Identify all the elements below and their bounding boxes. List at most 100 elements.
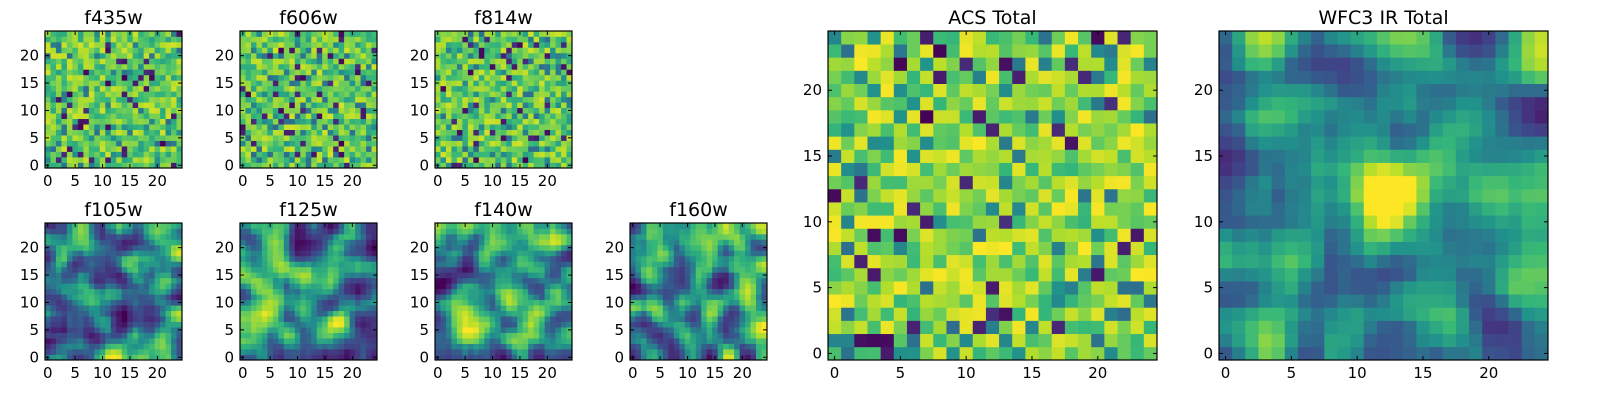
- heatmap-cell: [88, 294, 95, 301]
- heatmap-cell: [171, 228, 177, 235]
- heatmap-cell: [132, 261, 139, 268]
- heatmap-cell: [349, 310, 356, 317]
- heatmap-cell: [316, 233, 323, 240]
- heatmap-cell: [272, 250, 279, 257]
- heatmap-cell: [116, 321, 123, 328]
- heatmap-cell: [250, 283, 257, 290]
- heatmap-cell: [154, 91, 161, 98]
- heatmap-cell: [906, 202, 921, 216]
- heatmap-cell: [61, 52, 68, 59]
- heatmap-cell: [640, 228, 647, 235]
- heatmap-cell: [149, 233, 155, 240]
- heatmap-cell: [920, 346, 934, 361]
- heatmap-cell: [506, 261, 513, 268]
- heatmap-cell: [550, 80, 556, 87]
- heatmap-cell: [500, 74, 507, 81]
- heatmap-cell: [495, 332, 502, 339]
- heatmap-cell: [240, 250, 246, 257]
- heatmap-cell: [45, 228, 51, 235]
- heatmap-cell: [646, 277, 653, 284]
- heatmap-cell: [272, 277, 279, 284]
- heatmap-cell: [1117, 254, 1132, 269]
- heatmap-cell: [467, 113, 474, 120]
- heatmap-cell: [294, 332, 301, 339]
- heatmap-cell: [467, 47, 474, 54]
- heatmap-cell: [506, 146, 513, 152]
- heatmap-cell: [555, 349, 562, 355]
- heatmap-cell: [640, 354, 647, 361]
- heatmap-cell: [451, 36, 458, 43]
- heatmap-cell: [77, 135, 84, 141]
- heatmap-cell: [121, 255, 128, 262]
- heatmap-cell: [256, 157, 263, 163]
- heatmap-cell: [489, 228, 496, 235]
- heatmap-cell: [456, 146, 463, 152]
- heatmap-cell: [267, 332, 274, 339]
- heatmap-cell: [61, 305, 68, 312]
- heatmap-cell: [1038, 281, 1053, 295]
- heatmap-cell: [256, 58, 263, 65]
- heatmap-cell: [723, 288, 729, 295]
- heatmap-cell: [506, 239, 513, 246]
- heatmap-cell: [121, 277, 128, 284]
- heatmap-cell: [149, 63, 155, 70]
- heatmap-cell: [327, 233, 334, 240]
- heatmap-cell: [533, 299, 540, 306]
- heatmap-cell: [489, 85, 496, 92]
- heatmap-cell: [344, 283, 350, 290]
- heatmap-cell: [1091, 241, 1105, 256]
- heatmap-cell: [77, 255, 84, 262]
- heatmap-cell: [555, 74, 562, 81]
- heatmap-cell: [327, 162, 334, 169]
- heatmap-cell: [478, 146, 485, 152]
- heatmap-cell: [99, 74, 106, 81]
- heatmap-cell: [566, 332, 573, 339]
- heatmap-cell: [138, 63, 144, 70]
- heatmap-cell: [478, 107, 485, 114]
- heatmap-cell: [495, 305, 502, 312]
- heatmap-cell: [305, 36, 312, 43]
- heatmap-cell: [561, 102, 567, 109]
- heatmap-cell: [143, 36, 150, 43]
- heatmap-cell: [61, 146, 68, 152]
- heatmap-cell: [906, 175, 921, 190]
- heatmap-cell: [371, 74, 378, 81]
- heatmap-cell: [555, 91, 562, 98]
- heatmap-cell: [756, 354, 762, 361]
- heatmap-cell: [484, 283, 491, 290]
- heatmap-cell: [517, 129, 524, 136]
- heatmap-cell: [500, 140, 507, 147]
- heatmap-cell: [717, 261, 724, 268]
- heatmap-cell: [462, 157, 469, 163]
- heatmap-cell: [1025, 320, 1039, 335]
- heatmap-cell: [333, 244, 339, 251]
- heatmap-cell: [517, 338, 524, 344]
- heatmap-cell: [451, 102, 458, 109]
- heatmap-cell: [316, 85, 323, 92]
- heatmap-cell: [116, 151, 123, 158]
- heatmap-cell: [289, 283, 296, 290]
- heatmap-cell: [495, 272, 502, 279]
- heatmap-cell: [484, 233, 491, 240]
- heatmap-cell: [289, 118, 296, 125]
- heatmap-cell: [138, 288, 144, 295]
- heatmap-cell: [456, 250, 463, 257]
- y-tick-label: 20: [20, 47, 39, 65]
- heatmap-cell: [50, 338, 57, 344]
- heatmap-cell: [327, 239, 334, 246]
- heatmap-cell: [440, 305, 447, 312]
- heatmap-cell: [657, 272, 664, 279]
- heatmap-cell: [116, 107, 123, 114]
- heatmap-cell: [61, 283, 68, 290]
- heatmap-cell: [555, 96, 562, 103]
- heatmap-cell: [261, 294, 268, 301]
- heatmap-cell: [322, 96, 329, 103]
- heatmap-cell: [528, 316, 534, 322]
- heatmap-cell: [344, 146, 350, 152]
- heatmap-cell: [154, 80, 161, 87]
- heatmap-cell: [316, 321, 323, 328]
- heatmap-cell: [132, 310, 139, 317]
- heatmap-cell: [333, 266, 339, 273]
- heatmap-cell: [651, 255, 658, 262]
- heatmap-cell: [522, 31, 529, 37]
